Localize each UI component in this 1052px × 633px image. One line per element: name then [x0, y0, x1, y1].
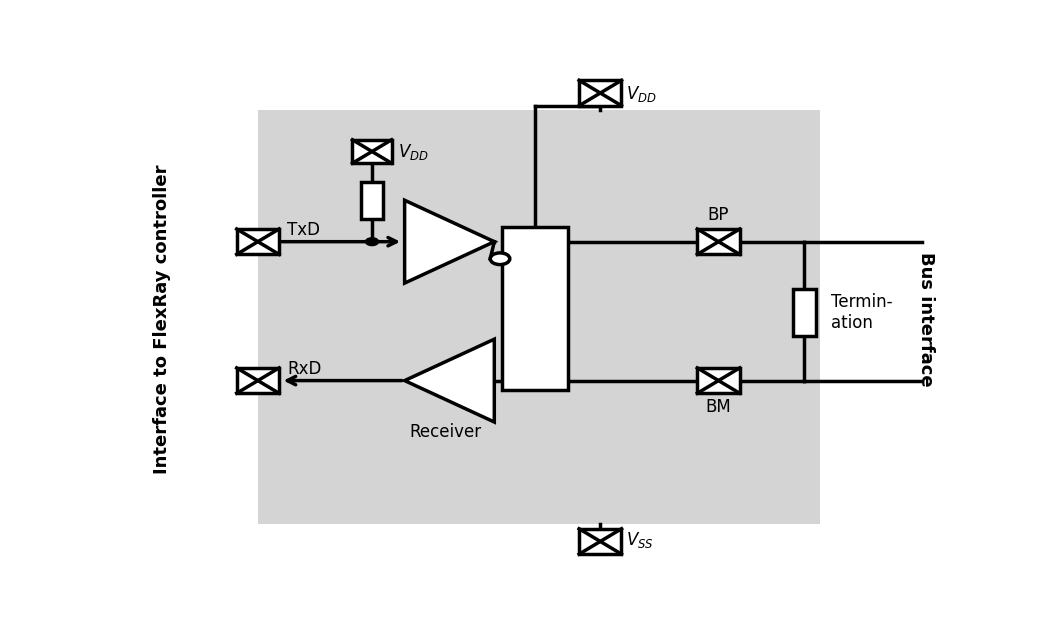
Bar: [503, 227, 568, 391]
Text: Interface to FlexRay controller: Interface to FlexRay controller: [154, 165, 171, 474]
Text: Bus interface: Bus interface: [917, 253, 935, 387]
Text: $V_{DD}$: $V_{DD}$: [398, 142, 429, 161]
Text: $V_{SS}$: $V_{SS}$: [626, 530, 654, 550]
Text: $V_{DD}$: $V_{DD}$: [626, 84, 658, 104]
Bar: [237, 368, 279, 393]
Bar: [361, 182, 383, 218]
Bar: [258, 110, 821, 524]
Polygon shape: [405, 339, 494, 422]
Bar: [352, 140, 391, 163]
Bar: [579, 529, 622, 554]
Circle shape: [365, 238, 379, 246]
Text: BM: BM: [706, 398, 731, 417]
Polygon shape: [405, 200, 494, 283]
Text: RxD: RxD: [287, 360, 322, 378]
Bar: [697, 229, 740, 254]
Text: Termin-
ation: Termin- ation: [831, 293, 892, 332]
Bar: [697, 368, 740, 393]
Text: Receiver: Receiver: [409, 423, 482, 441]
Bar: [579, 80, 622, 106]
Bar: [237, 229, 279, 254]
Circle shape: [490, 253, 510, 265]
Bar: [793, 289, 815, 335]
Text: TxD: TxD: [287, 222, 320, 239]
Text: BP: BP: [708, 206, 729, 224]
